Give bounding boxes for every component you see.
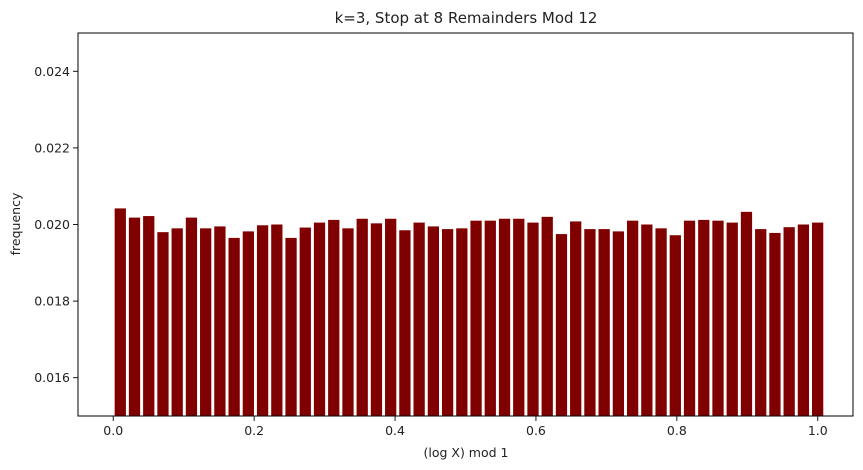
bar [356,218,368,416]
bar [114,208,126,416]
bar [385,218,397,416]
x-axis-title: (log X) mod 1 [423,445,508,460]
bar [555,234,568,416]
bar [740,211,753,416]
y-tick-label: 0.020 [34,217,70,232]
bar [812,222,824,416]
bar [228,237,240,416]
bars [114,208,824,416]
bar [299,227,311,416]
bar [541,216,553,416]
bar [570,221,582,416]
y-tick-label: 0.024 [34,64,70,79]
bar [271,224,283,416]
bar [513,218,525,416]
bar [456,228,468,416]
bar [171,228,183,416]
x-tick-label: 0.8 [667,423,687,438]
bar [441,229,454,416]
y-tick-label: 0.018 [34,294,70,309]
x-tick-label: 0.2 [244,423,264,438]
bar [342,228,354,416]
bar [399,230,411,416]
bar [256,225,269,416]
bar [655,228,667,416]
bar [598,229,610,416]
bar [328,219,340,416]
y-axis-title: frequency [8,192,23,255]
x-axis: 0.0 0.2 0.4 0.6 0.8 1.0 [103,416,828,438]
x-tick-label: 0.4 [385,423,405,438]
x-tick-label: 0.0 [103,423,123,438]
bar [612,231,625,416]
bar [698,219,710,416]
bar [157,232,169,416]
bar [285,237,297,416]
bar [783,227,795,416]
bar [313,222,326,416]
bar [214,226,226,416]
x-tick-label: 0.6 [526,423,546,438]
bar [143,216,155,416]
chart-title: k=3, Stop at 8 Remainders Mod 12 [335,9,598,27]
y-tick-label: 0.016 [34,370,70,385]
bar [427,226,440,416]
bar [769,232,781,416]
bar [712,220,724,416]
bar [797,224,810,416]
bar [527,222,539,416]
bar [185,217,198,416]
bar [726,222,738,416]
bar [128,217,141,416]
y-axis: 0.016 0.018 0.020 0.022 0.024 [34,64,78,385]
bar [370,223,383,416]
bar [755,229,767,416]
bar [200,228,212,416]
bar [484,220,496,416]
bar [413,222,425,416]
bar [669,235,681,416]
y-tick-label: 0.022 [34,140,70,155]
bar [683,220,696,416]
bar [498,218,511,416]
bar [626,220,639,416]
bar [470,220,482,416]
bar [242,231,254,416]
x-tick-label: 1.0 [808,423,828,438]
bar [641,224,653,416]
bar [584,229,596,416]
